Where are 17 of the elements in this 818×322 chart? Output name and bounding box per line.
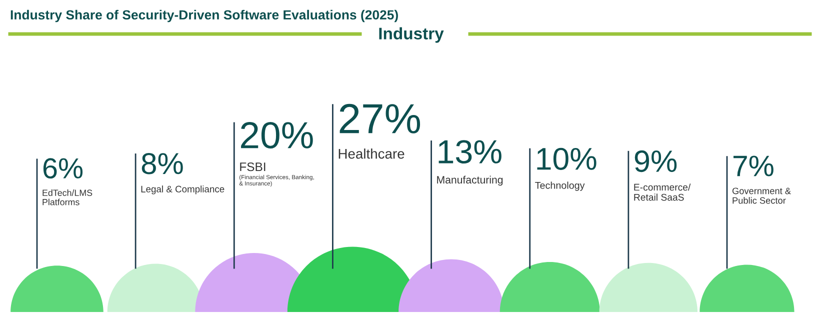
category-label: Technology (535, 182, 585, 191)
text: Industry (379, 27, 444, 43)
category-label: Healthcare (338, 148, 404, 159)
category-label: E-commerce/ Retail SaaS (634, 184, 691, 201)
data-label: 13% (438, 140, 502, 164)
data-label: 10% (537, 148, 596, 170)
data-label: 9% (634, 150, 677, 172)
data-label: 27% (340, 104, 420, 134)
category-label: EdTech/LMS Platforms (42, 189, 92, 206)
category-label: Legal & Compliance (141, 186, 224, 194)
text: Industry Share of Security-Driven Software Evaluations (2025) (10, 10, 398, 22)
category-label: Government & Public Sector (732, 188, 791, 204)
data-label: 7% (734, 156, 774, 176)
data-label: 20% (241, 122, 313, 149)
category-label: Manufacturing (437, 176, 503, 186)
data-label: 8% (142, 152, 183, 174)
data-label: 6% (43, 158, 83, 179)
